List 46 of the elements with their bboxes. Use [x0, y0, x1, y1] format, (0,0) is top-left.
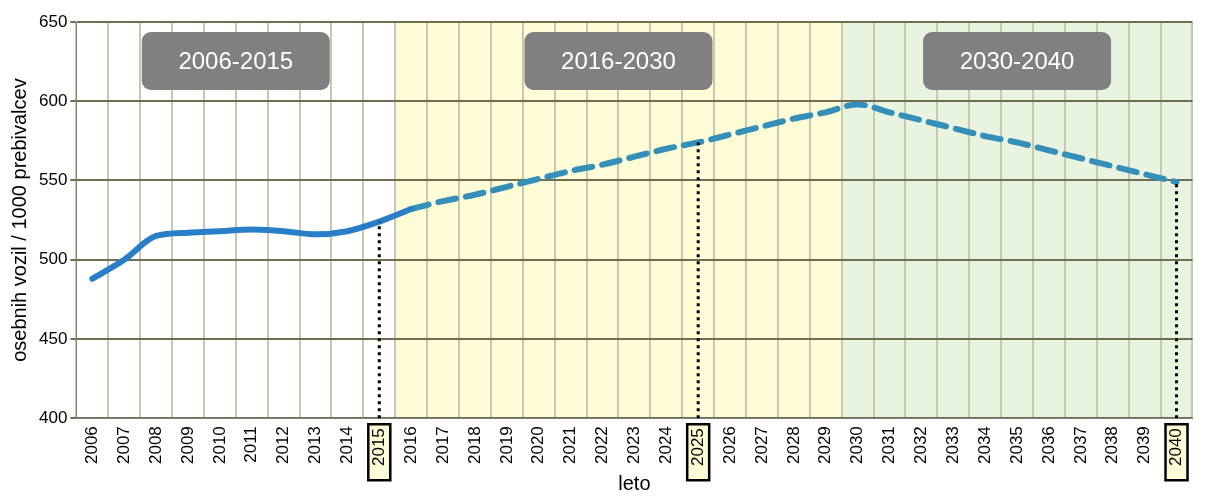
x-tick-label: 2028 [783, 426, 803, 465]
x-tick-label: 2019 [496, 426, 516, 465]
x-tick-label: 2012 [273, 426, 293, 465]
x-tick-label: 2025 [687, 428, 707, 467]
x-tick-label: 2039 [1134, 426, 1154, 465]
x-axis-title: leto [618, 471, 651, 494]
band-label: 2016-2030 [561, 46, 676, 74]
x-tick-label: 2022 [592, 426, 612, 465]
x-tick-label: 2031 [879, 426, 899, 465]
y-tick-label: 400 [38, 407, 68, 427]
y-tick-label: 450 [38, 328, 68, 348]
x-tick-label: 2020 [528, 426, 548, 465]
x-tick-label: 2033 [942, 426, 962, 465]
x-tick-label: 2018 [464, 426, 484, 465]
x-tick-label: 2006 [82, 426, 101, 465]
annotation: 2006-2015 [178, 46, 294, 74]
x-tick-label: 2024 [655, 426, 675, 465]
x-tick-label: 2035 [1006, 426, 1026, 465]
x-tick-label: 2030 [847, 426, 867, 465]
x-tick-label: 2026 [719, 426, 739, 465]
x-tick-label: 2036 [1038, 426, 1058, 465]
y-tick-label: 550 [38, 170, 68, 190]
x-tick-label: 2013 [305, 426, 325, 465]
band-label: 2030-2040 [959, 46, 1075, 74]
x-tick-label: 2008 [145, 426, 165, 465]
x-tick-label: 2034 [974, 426, 994, 465]
x-tick-label: 2011 [241, 426, 261, 463]
x-tick-label: 2007 [113, 426, 133, 465]
x-tick-label: 2029 [815, 426, 835, 465]
y-axis-title: osebnih vozil / 1000 prebivalcev [7, 78, 30, 362]
x-tick-label: 2040 [1166, 428, 1186, 467]
x-tick-label: 2017 [432, 426, 452, 465]
x-tick-label: 2009 [177, 426, 197, 465]
x-tick-label: 2038 [1102, 426, 1122, 465]
x-tick-label: 2014 [337, 426, 357, 465]
x-tick-label: 2023 [624, 426, 644, 465]
x-tick-label: 2015 [368, 428, 388, 467]
y-tick-label: 500 [38, 249, 68, 269]
x-tick-label: 2027 [751, 426, 771, 465]
x-tick-label: 2021 [560, 426, 580, 465]
y-tick-label: 650 [38, 11, 68, 31]
y-tick-label: 600 [38, 90, 68, 110]
x-tick-label: 2016 [400, 426, 420, 465]
x-tick-label: 2037 [1070, 426, 1090, 465]
x-tick-label: 2010 [209, 426, 229, 465]
x-tick-label: 2032 [911, 426, 931, 465]
